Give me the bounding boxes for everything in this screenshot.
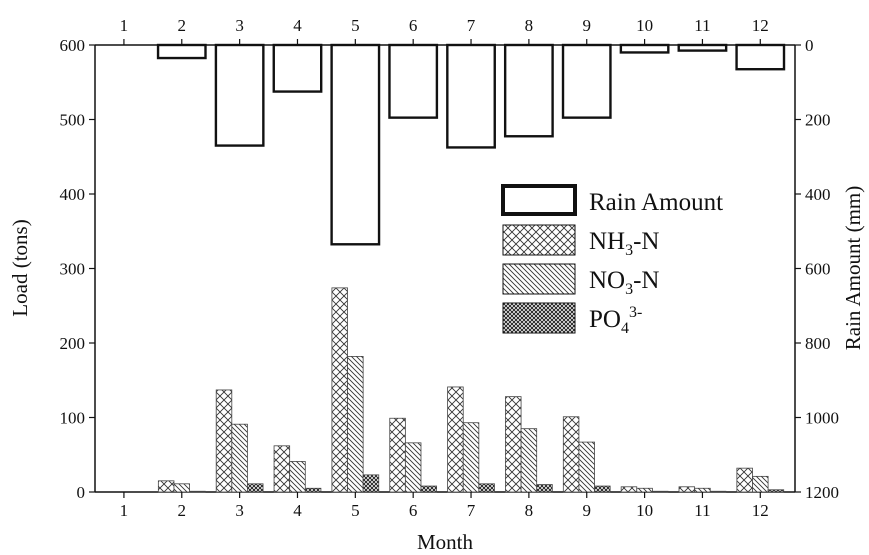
po4-bar-month-12 [767, 489, 785, 493]
left-y-tick-label-400: 400 [60, 185, 86, 204]
top-x-tick-label-10: 10 [636, 16, 653, 35]
rain-bar-month-10 [619, 43, 670, 54]
no3-bar-month-4 [289, 461, 306, 493]
left-y-tick-label-500: 500 [60, 111, 86, 130]
top-x-tick-label-6: 6 [409, 16, 418, 35]
legend: Rain Amount NH3-N NO3-N PO43- [501, 184, 723, 337]
no3-bar-month-10 [636, 487, 653, 493]
plot-frame [94, 44, 796, 493]
rain-series [156, 43, 786, 246]
left-y-tick-label-300: 300 [60, 260, 86, 279]
rain-bar-month-6 [388, 43, 439, 119]
rain-bar-month-12 [735, 43, 786, 71]
nh3-bar-month-2 [157, 480, 175, 493]
nh3-bar-month-7 [447, 386, 464, 493]
legend-swatch-no3 [502, 263, 576, 295]
left-y-tick-label-200: 200 [60, 334, 86, 353]
no3-bar-month-2 [173, 483, 190, 493]
nh3-bar-month-5 [331, 287, 348, 493]
right-y-tick-label-0: 0 [805, 36, 814, 55]
right-y-tick-label-200: 200 [805, 111, 831, 130]
po4-bar-month-6 [420, 485, 438, 493]
top-x-tick-label-2: 2 [178, 16, 187, 35]
x-tick-label-11: 11 [694, 501, 710, 520]
left-y-axis-title: Load (tons) [8, 219, 32, 316]
x-tick-label-10: 10 [636, 501, 653, 520]
x-tick-label-6: 6 [409, 501, 418, 520]
top-x-tick-label-5: 5 [351, 16, 360, 35]
legend-label-po4: PO43- [589, 304, 642, 337]
nh3-bar-month-4 [273, 445, 291, 493]
po4-bar-month-10 [651, 490, 669, 493]
left-y-tick-label-600: 600 [60, 36, 86, 55]
left-y-tick-label-100: 100 [60, 409, 86, 428]
po4-bar-month-3 [247, 483, 264, 493]
rain-bar-month-5 [330, 43, 381, 246]
rain-bar-month-4 [272, 43, 323, 93]
po4-bar-month-9 [594, 485, 611, 493]
right-y-tick-label-1000: 1000 [805, 409, 839, 428]
load-series [157, 287, 785, 493]
x-tick-label-4: 4 [293, 501, 302, 520]
right-y-tick-label-1200: 1200 [805, 483, 839, 502]
top-x-tick-label-1: 1 [120, 16, 129, 35]
nh3-bar-month-9 [562, 416, 580, 493]
po4-bar-month-11 [709, 490, 727, 493]
po4-bar-month-7 [478, 483, 495, 493]
nh3-bar-month-8 [505, 396, 522, 493]
no3-bar-month-5 [347, 356, 364, 493]
x-axis-title: Month [417, 530, 474, 554]
legend-label-nh3: NH3-N [589, 228, 660, 259]
top-x-tick-label-3: 3 [235, 16, 244, 35]
right-y-axis-title: Rain Amount (mm) [841, 186, 865, 351]
po4-bar-month-5 [362, 474, 380, 493]
top-x-tick-label-7: 7 [467, 16, 476, 35]
x-tick-label-7: 7 [467, 501, 476, 520]
top-x-tick-label-11: 11 [694, 16, 710, 35]
rain-bar-month-11 [677, 43, 728, 52]
top-x-tick-label-9: 9 [582, 16, 591, 35]
nh3-bar-month-10 [620, 486, 638, 493]
no3-bar-month-8 [520, 428, 538, 493]
x-tick-label-1: 1 [120, 501, 129, 520]
rain-bar-month-8 [503, 43, 554, 138]
right-y-tick-label-600: 600 [805, 260, 831, 279]
legend-label-no3: NO3-N [589, 267, 660, 298]
right-y-tick-label-800: 800 [805, 334, 831, 353]
no3-bar-month-9 [578, 441, 595, 493]
rain-bar-month-9 [561, 43, 612, 119]
no3-bar-month-7 [462, 422, 480, 493]
no3-bar-month-3 [231, 423, 248, 493]
po4-bar-month-8 [536, 484, 553, 493]
legend-swatch-nh3 [502, 224, 576, 256]
right-y-tick-label-400: 400 [805, 185, 831, 204]
top-x-tick-label-4: 4 [293, 16, 302, 35]
no3-bar-month-12 [752, 475, 769, 493]
nh3-bar-month-3 [215, 389, 233, 493]
top-x-tick-label-12: 12 [752, 16, 769, 35]
legend-swatch-rain [501, 184, 577, 216]
top-x-tick-label-8: 8 [525, 16, 534, 35]
x-tick-label-2: 2 [178, 501, 187, 520]
nh3-bar-month-6 [389, 417, 406, 493]
nh3-bar-month-11 [678, 486, 696, 493]
no3-bar-month-11 [694, 487, 711, 493]
po4-bar-month-4 [304, 487, 322, 493]
x-tick-label-3: 3 [235, 501, 244, 520]
left-y-tick-label-0: 0 [77, 483, 86, 502]
x-tick-label-9: 9 [582, 501, 591, 520]
legend-label-rain: Rain Amount [589, 189, 723, 216]
rain-bar-month-3 [214, 43, 265, 147]
rain-bar-month-7 [446, 43, 496, 149]
ticks: 1122334455667788991010111112120100200300… [60, 16, 840, 520]
nh3-bar-month-12 [736, 467, 753, 493]
po4-bar-month-2 [189, 490, 206, 493]
x-tick-label-8: 8 [525, 501, 534, 520]
no3-bar-month-6 [404, 442, 422, 493]
x-tick-label-12: 12 [752, 501, 769, 520]
x-tick-label-5: 5 [351, 501, 360, 520]
legend-swatch-po4 [502, 302, 576, 334]
rain-bar-month-2 [156, 43, 207, 60]
